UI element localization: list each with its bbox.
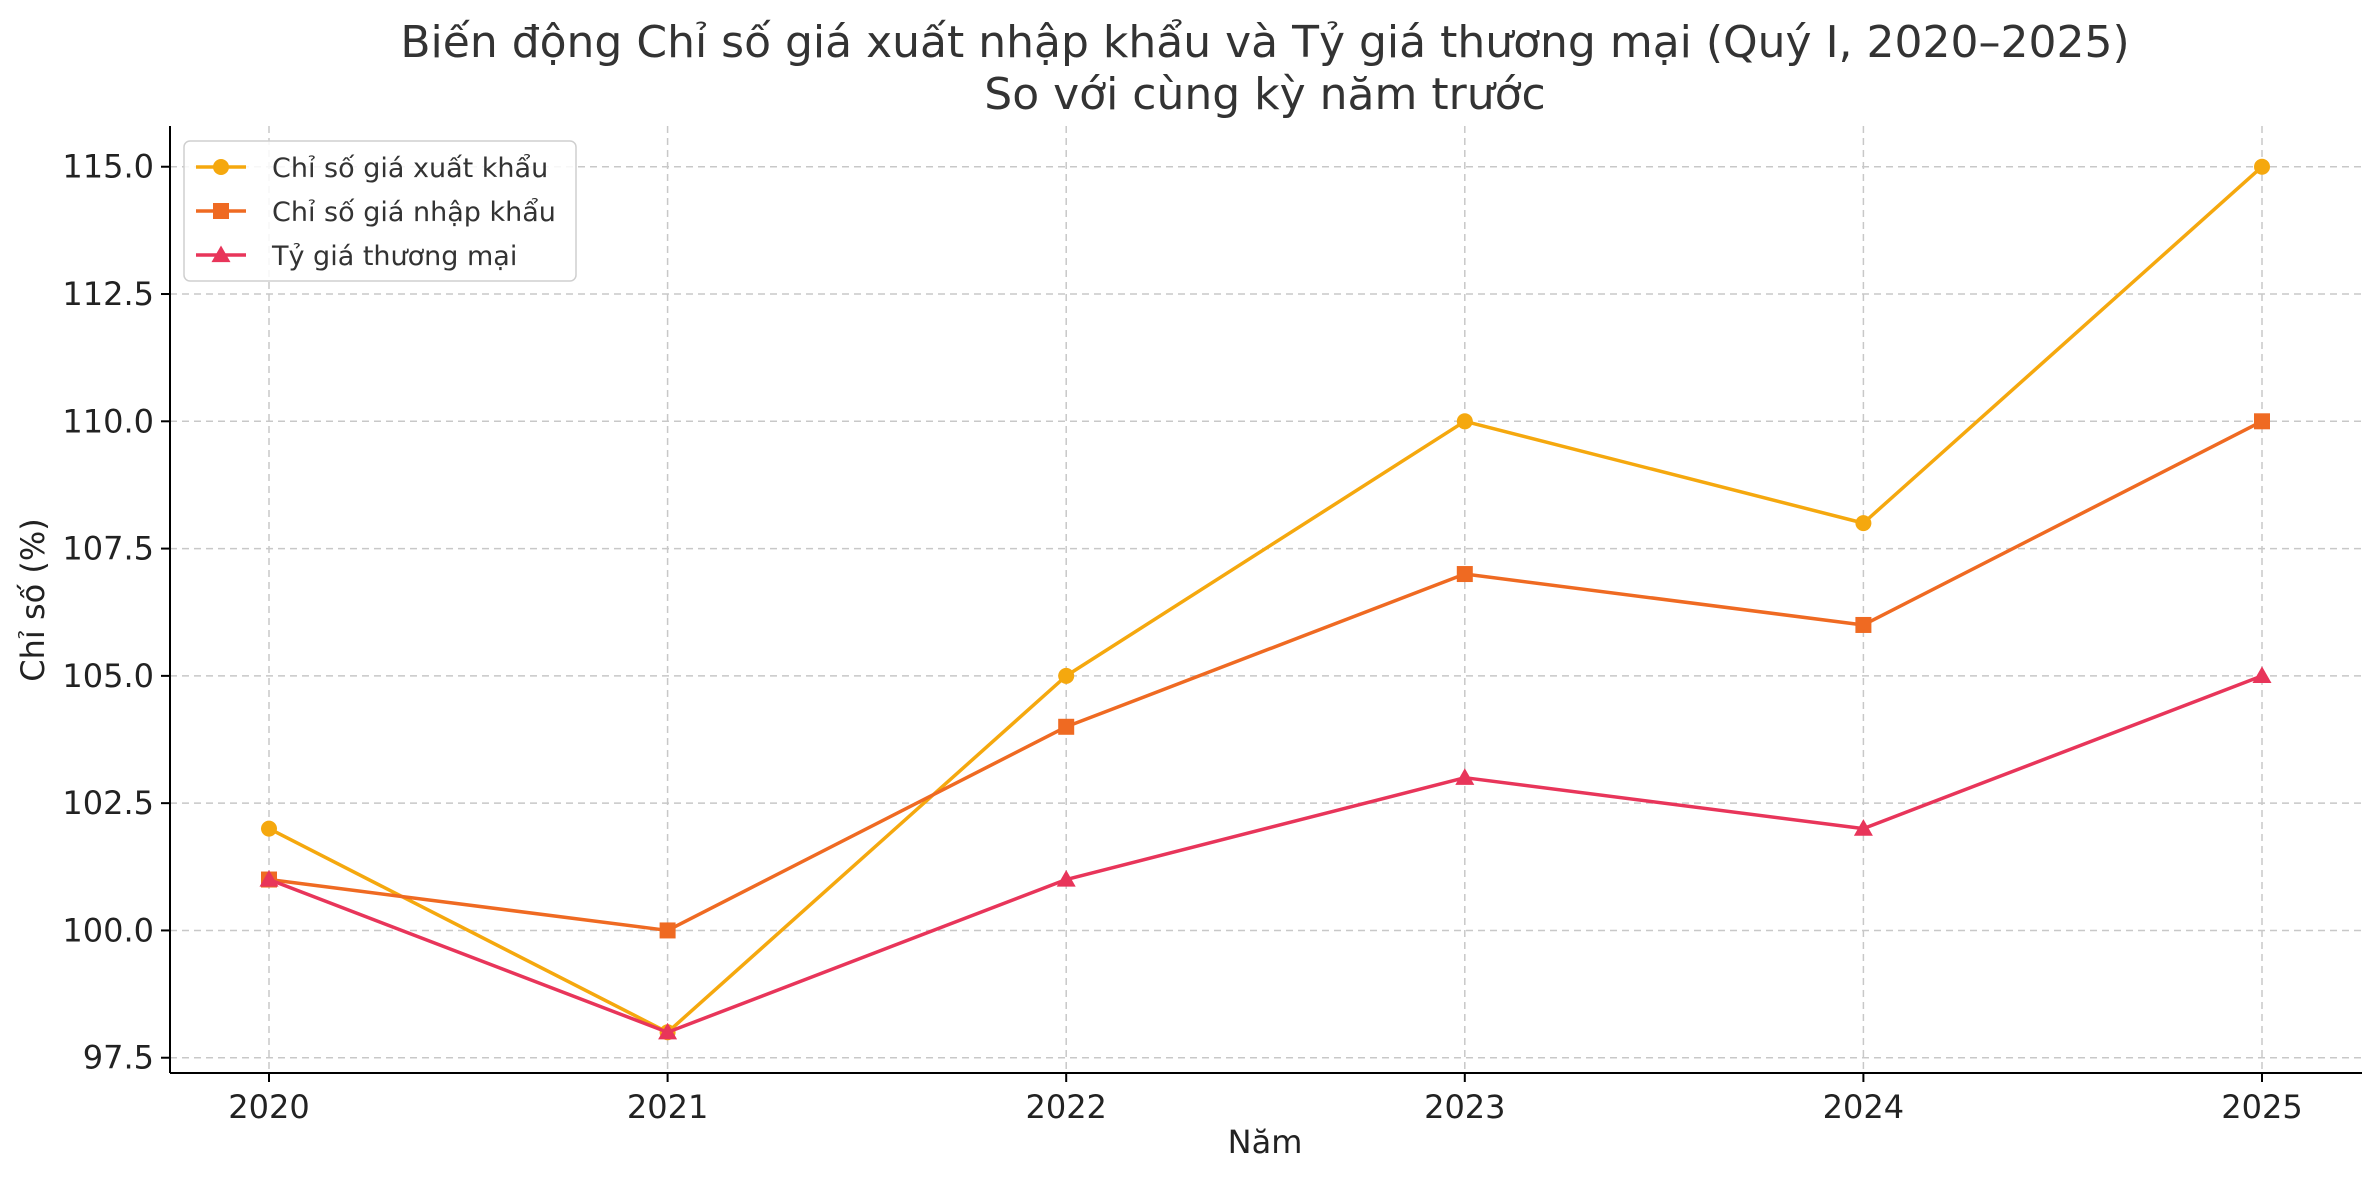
data-point <box>659 922 676 939</box>
series-1 <box>261 158 2270 1041</box>
y-tick-label: 115.0 <box>62 148 154 186</box>
legend-marker <box>211 245 231 263</box>
data-point <box>1058 718 1075 735</box>
x-tick-label: 2020 <box>228 1088 309 1126</box>
data-point <box>2254 413 2270 430</box>
series-3 <box>259 666 2272 1040</box>
data-point <box>1058 667 1075 684</box>
y-axis-label: Chỉ số (%) <box>14 518 52 681</box>
y-axis-ticks: 97.5 100.0 102.5 105.0 107.5 110.0 112.5 115.0 <box>62 148 170 1077</box>
x-axis-ticks: 2020 2021 2022 2023 2024 2025 <box>228 1073 2303 1126</box>
legend-marker <box>213 203 229 219</box>
chart-title: Biến động Chỉ số giá xuất nhập khẩu và T… <box>400 17 2129 68</box>
data-point <box>1456 413 1473 430</box>
data-point <box>1853 819 1873 836</box>
x-tick-label: 2025 <box>2221 1088 2302 1126</box>
x-tick-label: 2022 <box>1025 1088 1106 1126</box>
chart-subtitle: So với cùng kỳ năm trước <box>984 69 1545 120</box>
data-point <box>1455 768 1475 785</box>
y-tick-label: 105.0 <box>62 657 154 695</box>
data-point <box>259 870 279 887</box>
legend-box <box>183 140 577 282</box>
legend-entry: Chỉ số giá xuất khẩu <box>196 153 548 184</box>
legend-label: Chỉ số giá xuất khẩu <box>272 153 548 184</box>
x-tick-label: 2023 <box>1424 1088 1505 1126</box>
series-lines <box>259 158 2272 1041</box>
x-tick-label: 2021 <box>627 1088 708 1126</box>
data-point <box>658 1022 678 1040</box>
series-2 <box>261 413 2270 939</box>
axes <box>169 126 2362 1074</box>
series-line <box>268 165 2264 1035</box>
data-point <box>1056 870 1076 887</box>
data-point <box>1456 566 1473 583</box>
data-point <box>261 820 277 837</box>
data-point <box>2254 158 2270 175</box>
series-line <box>268 419 2263 933</box>
y-tick-label: 97.5 <box>83 1039 154 1077</box>
y-tick-label: 107.5 <box>62 530 154 568</box>
data-point <box>1855 616 1872 633</box>
legend: Chỉ số giá xuất khẩu Chỉ số giá nhập khẩu… <box>183 140 577 282</box>
legend-label: Chỉ số giá nhập khẩu <box>272 197 556 228</box>
series-line <box>268 674 2263 1035</box>
legend-entry: Tỷ giá thương mại <box>196 241 517 272</box>
y-tick-label: 102.5 <box>62 784 154 822</box>
legend-label: Tỷ giá thương mại <box>271 241 517 272</box>
x-tick-label: 2024 <box>1823 1088 1904 1126</box>
legend-entry: Chỉ số giá nhập khẩu <box>196 197 556 228</box>
y-tick-label: 100.0 <box>62 911 154 949</box>
x-axis-label: Năm <box>1228 1123 1303 1161</box>
legend-marker <box>213 159 229 175</box>
y-tick-label: 110.0 <box>62 402 154 440</box>
data-point <box>2252 666 2272 683</box>
y-tick-label: 112.5 <box>62 275 154 313</box>
data-point <box>1855 515 1872 532</box>
